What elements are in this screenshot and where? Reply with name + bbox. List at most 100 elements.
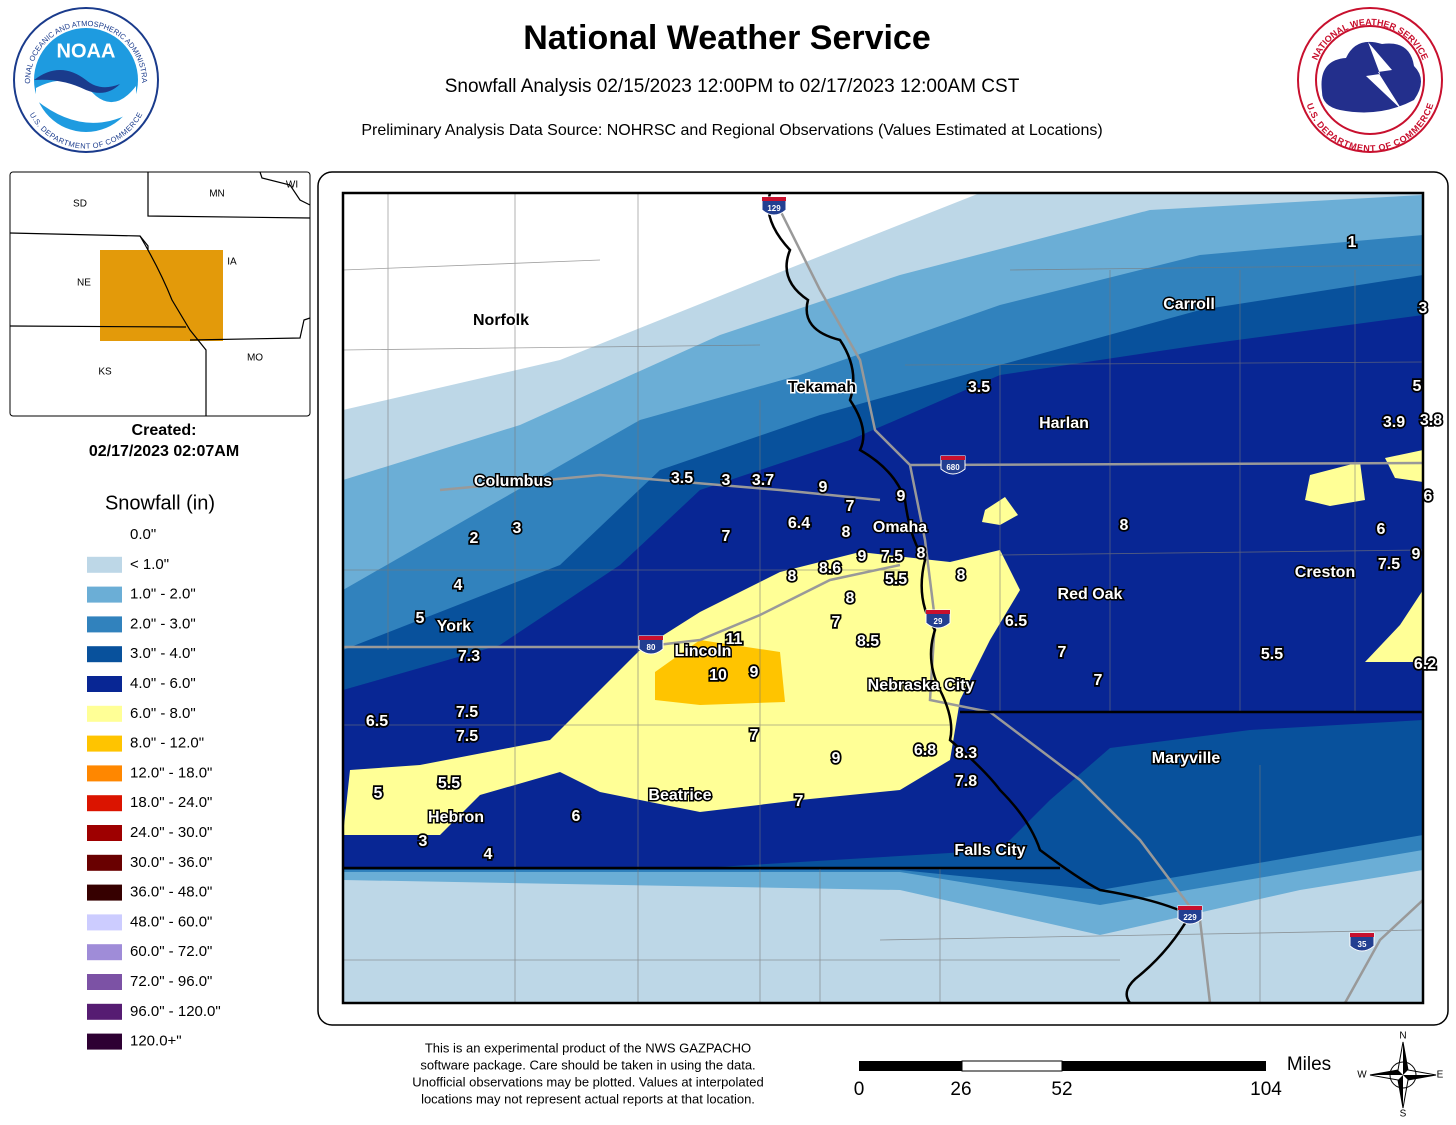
shield-number: 129: [767, 204, 781, 213]
snow-band: [1365, 590, 1423, 662]
legend-swatch: [87, 735, 122, 752]
observation-value: 6.8: [914, 742, 936, 759]
interstate-shield: 680: [940, 455, 966, 475]
observation-value: 7.3: [458, 648, 480, 665]
legend-swatch: [87, 974, 122, 990]
legend-label: 6.0" - 8.0": [130, 705, 196, 722]
city-label: Harlan: [1039, 415, 1089, 432]
observation-value: 3.7: [752, 472, 774, 489]
observation-value: 4: [454, 577, 463, 594]
nws-logo: NATIONAL WEATHER SERVICE U.S. DEPARTMENT…: [1297, 7, 1443, 153]
compass: N E S W: [1357, 1031, 1443, 1120]
observation-value: 9: [750, 664, 759, 681]
state-label: SD: [73, 199, 87, 210]
legend-label: 72.0" - 96.0": [130, 973, 212, 990]
observation-value: 3.8: [1420, 412, 1442, 429]
observation-value: 3: [722, 472, 731, 489]
legend-swatch: [87, 765, 122, 782]
observation-value: 8: [842, 524, 851, 541]
observation-value: 6.2: [1414, 656, 1436, 673]
legend-swatch: [87, 884, 122, 901]
observation-value: 6: [572, 808, 581, 825]
legend-label: 0.0": [130, 526, 156, 543]
compass-label: E: [1437, 1070, 1444, 1081]
observation-value: 6.5: [366, 713, 388, 730]
legend-label: 120.0+": [130, 1033, 182, 1050]
snow-band: [1385, 450, 1423, 482]
legend-swatch: [87, 527, 122, 543]
city-label: Norfolk: [473, 312, 529, 329]
legend-label: < 1.0": [130, 556, 169, 573]
observation-value: 7: [1094, 672, 1103, 689]
state-label: MO: [247, 353, 263, 364]
observation-value: 8.5: [857, 633, 879, 650]
observation-value: 9: [897, 488, 906, 505]
city-label: Nebraska City: [868, 677, 975, 694]
observation-value: 3.9: [1383, 414, 1405, 431]
city-label: Tekamah: [788, 379, 856, 396]
compass-label: S: [1400, 1109, 1407, 1120]
state-label: WI: [286, 180, 298, 191]
legend-swatch: [87, 854, 122, 871]
state-label: MN: [209, 189, 225, 200]
disclaimer-line: Unofficial observations may be plotted. …: [412, 1074, 763, 1089]
legend-label: 8.0" - 12.0": [130, 735, 204, 752]
observations: 1 3 3.5 5 3.9 3.8 6 3.5 3 3.7 9 7 9 6.4 8 8 6 9 7.5 2 3 7 9 7.5…: [364, 232, 1444, 865]
observation-value: 8.3: [955, 745, 977, 762]
observation-value: 8: [957, 567, 966, 584]
noaa-logo: NOAA NATIONAL OCEANIC AND ATMOSPHERIC AD…: [0, 0, 159, 153]
observation-value: 7: [722, 528, 731, 545]
subtitle: Snowfall Analysis 02/15/2023 12:00PM to …: [445, 76, 1020, 97]
disclaimer-line: This is an experimental product of the N…: [425, 1040, 751, 1055]
observation-value: 8: [917, 545, 926, 562]
observation-value: 7.5: [456, 728, 478, 745]
shield-number: 80: [647, 643, 656, 652]
legend-label: 1.0" - 2.0": [130, 586, 196, 603]
legend-label: 30.0" - 36.0": [130, 854, 212, 871]
observation-value: 7.5: [881, 548, 903, 565]
snow-band: [343, 193, 980, 410]
legend-label: 12.0" - 18.0": [130, 764, 212, 781]
legend-swatch: [87, 944, 122, 961]
observation-value: 5: [416, 610, 425, 627]
legend-swatch: [87, 795, 122, 812]
observation-value: 7.8: [955, 773, 977, 790]
city-label: Beatrice: [648, 787, 711, 804]
legend-swatch: [87, 556, 122, 573]
observation-value: 3.5: [671, 470, 693, 487]
observation-value: 8: [1120, 517, 1129, 534]
scale-tick: 52: [1051, 1079, 1072, 1100]
legend-label: 24.0" - 30.0": [130, 824, 212, 841]
title: National Weather Service: [523, 19, 931, 57]
observation-value: 7: [750, 727, 759, 744]
legend-swatch: [87, 825, 122, 841]
legend-label: 18.0" - 24.0": [130, 794, 212, 811]
observation-value: 6: [1377, 521, 1386, 538]
map: 129 680 29 80 229 35: [343, 193, 1423, 1003]
city-label: Lincoln: [675, 643, 732, 660]
shield-number: 29: [934, 617, 943, 626]
legend-swatch: [87, 1033, 122, 1050]
created-time: 02/17/2023 02:07AM: [89, 443, 239, 460]
legend-label: 60.0" - 72.0": [130, 943, 212, 960]
observation-value: 5.5: [885, 571, 907, 588]
legend-label: 4.0" - 6.0": [130, 675, 196, 692]
observation-value: 8: [846, 590, 855, 607]
city-label: Falls City: [954, 842, 1025, 859]
legend-swatch: [87, 1003, 122, 1020]
city-label: Red Oak: [1058, 586, 1123, 603]
city-label: Columbus: [474, 473, 552, 490]
interstate-shield: 29: [925, 609, 951, 629]
scale-unit: Miles: [1287, 1054, 1331, 1075]
shield-number: 680: [946, 463, 960, 472]
legend-swatch: [87, 616, 122, 633]
observation-value: 7.5: [1378, 556, 1400, 573]
observation-value: 6.4: [788, 515, 810, 532]
disclaimer-line: software package. Care should be taken i…: [420, 1057, 755, 1072]
interstate-shield: 129: [761, 196, 787, 216]
observation-value: 9: [832, 750, 841, 767]
legend-swatch: [87, 705, 122, 722]
observation-value: 9: [819, 479, 828, 496]
observation-value: 3.5: [968, 379, 990, 396]
